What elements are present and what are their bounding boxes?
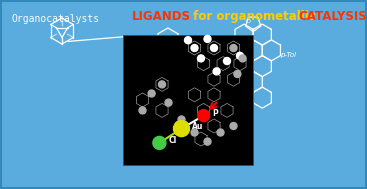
Text: -O-: -O-	[240, 52, 252, 58]
Circle shape	[204, 138, 211, 145]
Text: H: H	[155, 56, 161, 65]
Text: for organometallic: for organometallic	[189, 10, 320, 23]
Text: NH: NH	[138, 43, 152, 52]
Text: X⊖: X⊖	[157, 90, 171, 100]
Text: Cl: Cl	[168, 136, 177, 145]
Circle shape	[174, 121, 189, 137]
Circle shape	[197, 55, 204, 62]
Text: N: N	[155, 52, 161, 61]
Text: p-Tol: p-Tol	[280, 52, 297, 58]
Circle shape	[204, 35, 211, 42]
Text: P: P	[212, 109, 218, 118]
Text: Au: Au	[192, 122, 203, 131]
Circle shape	[191, 44, 198, 51]
Text: P: P	[230, 50, 236, 56]
Circle shape	[185, 37, 192, 44]
Text: Organocatalysts: Organocatalysts	[12, 14, 100, 24]
Circle shape	[230, 44, 237, 51]
Circle shape	[224, 57, 230, 64]
Text: O: O	[197, 59, 203, 65]
Circle shape	[211, 44, 218, 51]
Circle shape	[159, 81, 166, 88]
Circle shape	[178, 116, 185, 123]
Text: ⊕: ⊕	[160, 51, 164, 56]
Circle shape	[153, 136, 166, 149]
Circle shape	[148, 90, 155, 97]
Circle shape	[139, 107, 146, 114]
Circle shape	[213, 68, 220, 75]
Text: LIGANDS: LIGANDS	[132, 10, 191, 23]
Circle shape	[191, 129, 198, 136]
Circle shape	[230, 122, 237, 129]
Text: O: O	[232, 53, 237, 59]
Circle shape	[197, 110, 210, 122]
Bar	[123, 35, 253, 165]
Circle shape	[236, 52, 243, 59]
Text: O: O	[246, 19, 251, 24]
Text: CATALYSIS: CATALYSIS	[298, 10, 367, 23]
Circle shape	[239, 55, 246, 62]
Circle shape	[165, 99, 172, 106]
Circle shape	[234, 70, 241, 77]
Circle shape	[217, 129, 224, 136]
